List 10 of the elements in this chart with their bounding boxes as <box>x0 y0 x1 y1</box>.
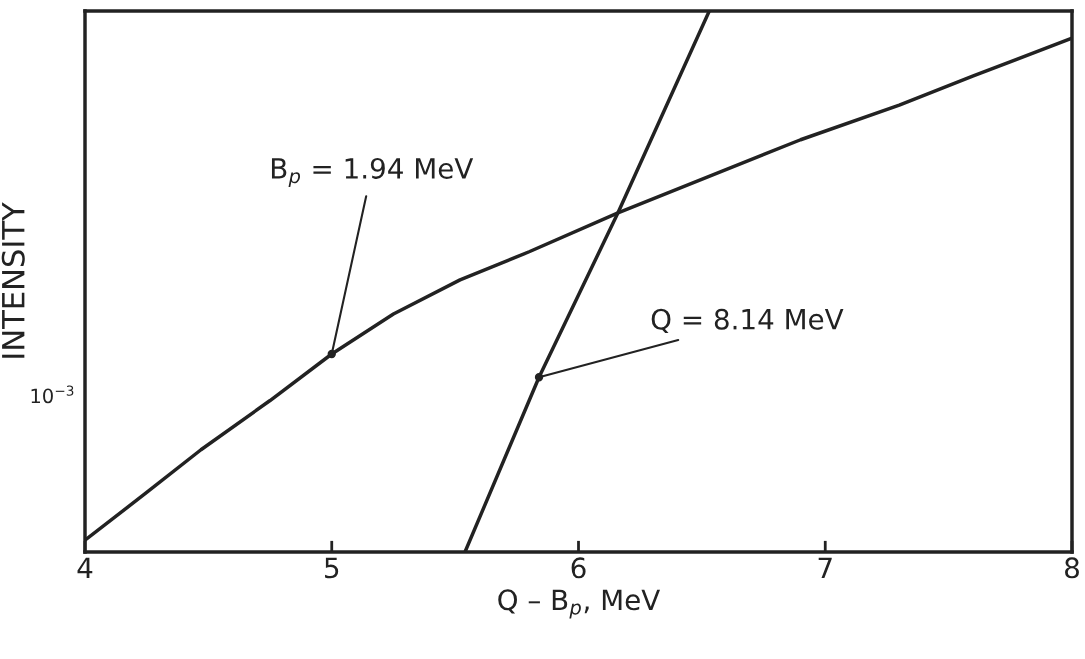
x-tick-label: 6 <box>571 557 586 579</box>
x-tick-label: 5 <box>325 557 339 579</box>
x-tick-label: 4 <box>77 557 93 578</box>
y-axis-title: INTENSITY <box>1 202 25 358</box>
text: 10$^{−3}$ <box>31 385 74 404</box>
x-axis-title: Q – B$_{p}$, MeV <box>498 589 661 619</box>
x-tick-label: 7 <box>818 557 832 578</box>
x-tick-label: 8 <box>1065 557 1079 579</box>
annotation: Q = 8.14 MeV <box>651 308 844 333</box>
annotation: B$_{p}$ = 1.94 MeV <box>271 157 474 188</box>
